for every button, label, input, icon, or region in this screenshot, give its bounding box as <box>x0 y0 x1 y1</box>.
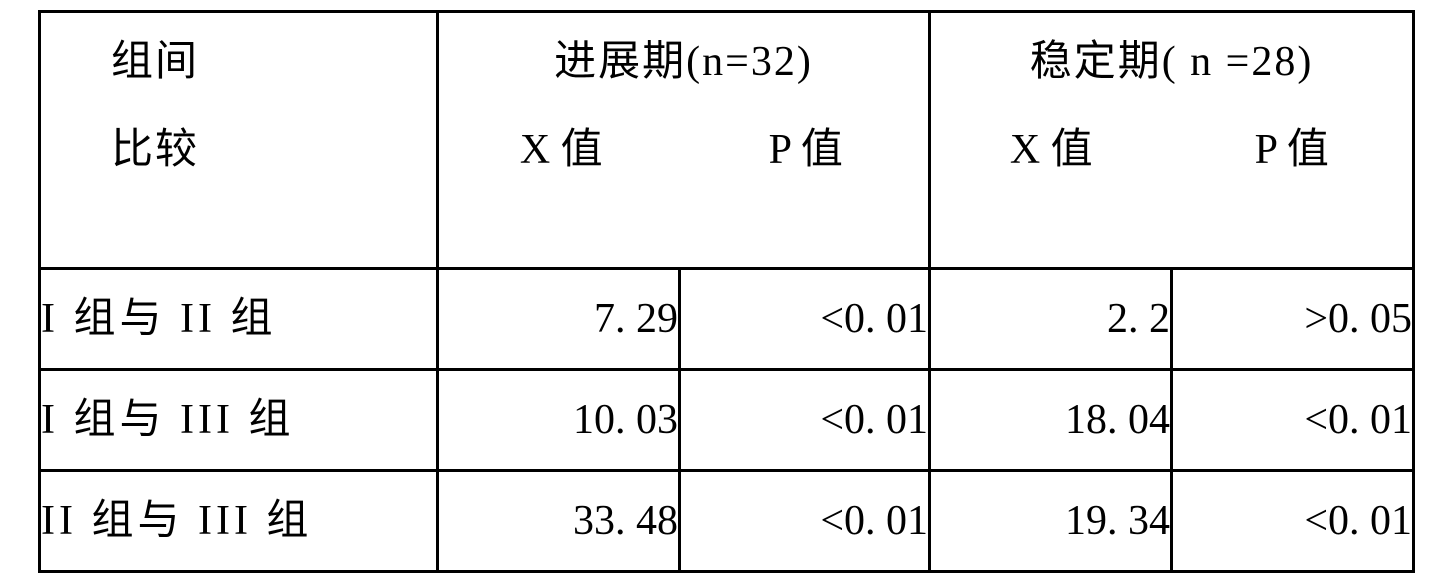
row-b-x: 2. 2 <box>930 269 1172 370</box>
header-group-a: 进展期(n=32) X 值 P 值 <box>438 12 930 269</box>
table-row: II 组与 III 组 33. 48 <0. 01 19. 34 <0. 01 <box>40 471 1414 572</box>
header-group-b: 稳定期( n =28) X 值 P 值 <box>930 12 1414 269</box>
row-a-p: <0. 01 <box>680 370 930 471</box>
header-col1: 组间 比较 <box>40 12 438 269</box>
comparison-table: 组间 比较 进展期(n=32) X 值 P 值 稳定期( n =28) X <box>38 10 1415 573</box>
row-b-p: >0. 05 <box>1172 269 1414 370</box>
row-b-p: <0. 01 <box>1172 370 1414 471</box>
header-group-a-p-label: P 值 <box>684 125 929 175</box>
row-b-p: <0. 01 <box>1172 471 1414 572</box>
header-group-b-p-label: P 值 <box>1172 125 1413 175</box>
table-header-row: 组间 比较 进展期(n=32) X 值 P 值 稳定期( n =28) X <box>40 12 1414 269</box>
table-row: I 组与 III 组 10. 03 <0. 01 18. 04 <0. 01 <box>40 370 1414 471</box>
table-row: I 组与 II 组 7. 29 <0. 01 2. 2 >0. 05 <box>40 269 1414 370</box>
row-label: I 组与 II 组 <box>40 269 438 370</box>
header-group-b-x-label: X 值 <box>931 125 1172 175</box>
row-a-x: 7. 29 <box>438 269 680 370</box>
header-group-a-x-label: X 值 <box>439 125 684 175</box>
row-label: II 组与 III 组 <box>40 471 438 572</box>
page: 组间 比较 进展期(n=32) X 值 P 值 稳定期( n =28) X <box>0 0 1448 559</box>
row-a-p: <0. 01 <box>680 269 930 370</box>
row-a-p: <0. 01 <box>680 471 930 572</box>
row-label: I 组与 III 组 <box>40 370 438 471</box>
header-group-b-title: 稳定期( n =28) <box>931 37 1412 125</box>
header-col1-line1: 组间 <box>41 37 436 125</box>
header-group-a-title: 进展期(n=32) <box>439 37 928 125</box>
row-b-x: 19. 34 <box>930 471 1172 572</box>
row-b-x: 18. 04 <box>930 370 1172 471</box>
row-a-x: 33. 48 <box>438 471 680 572</box>
header-col1-line2: 比较 <box>41 125 436 175</box>
row-a-x: 10. 03 <box>438 370 680 471</box>
